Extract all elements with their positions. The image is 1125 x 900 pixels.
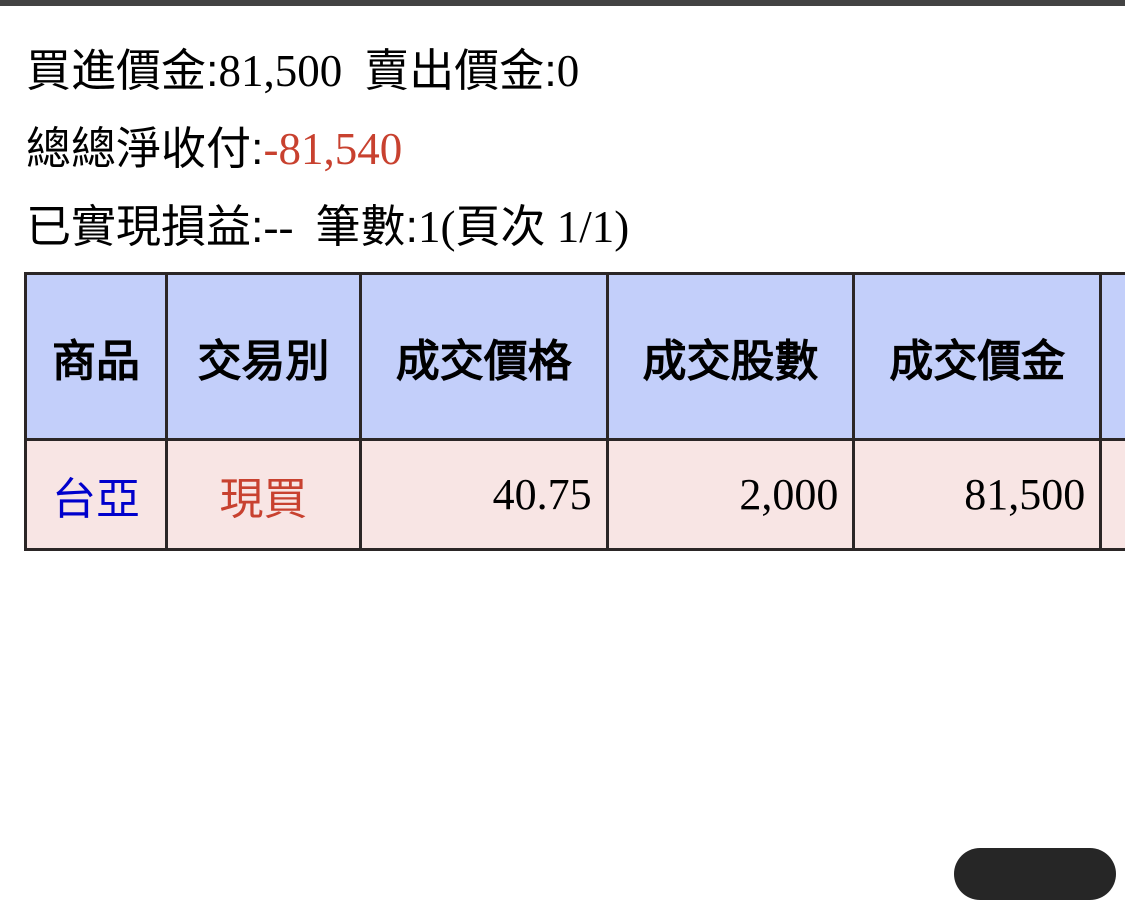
column-header-price[interactable]: 成交價格 [360,274,607,440]
table-header-row: 商品 交易別 成交價格 成交股數 成交價金 手續費 [26,274,1125,440]
cell-trade-type: 現買 [167,440,361,550]
status-bar [0,0,1125,6]
table-row[interactable]: 台亞 現買 40.75 2,000 81,500 4 [26,440,1125,550]
summary-line-pnl: 已實現損益:-- 筆數:1(頁次 1/1) [26,188,1106,266]
realized-pnl-value: -- [264,202,294,252]
buy-amount-value: 81,500 [219,46,343,96]
sell-amount-value: 0 [557,46,580,96]
transaction-table: 商品 交易別 成交價格 成交股數 成交價金 手續費 台亞 現買 40.75 2,… [24,272,1125,551]
column-header-symbol[interactable]: 商品 [26,274,167,440]
record-count-value: 1(頁次 1/1) [418,202,629,252]
cell-shares: 2,000 [607,440,854,550]
net-settlement-label: 總總淨收付: [26,123,264,174]
summary-panel: 買進價金:81,500 賣出價金:0 總總淨收付:-81,540 已實現損益:--… [26,32,1106,266]
record-count-label: 筆數: [316,201,419,252]
column-header-amount[interactable]: 成交價金 [854,274,1101,440]
summary-line-amounts: 買進價金:81,500 賣出價金:0 [26,32,1106,110]
column-header-fee[interactable]: 手續費 [1101,274,1125,440]
buy-amount-label: 買進價金: [26,45,219,96]
sell-amount-label: 賣出價金: [364,45,557,96]
cell-symbol[interactable]: 台亞 [26,440,167,550]
realized-pnl-label: 已實現損益: [26,201,264,252]
cell-price: 40.75 [360,440,607,550]
cell-amount: 81,500 [854,440,1101,550]
navigation-home-indicator[interactable] [954,848,1116,900]
column-header-trade-type[interactable]: 交易別 [167,274,361,440]
cell-fee: 4 [1101,440,1125,550]
summary-line-net: 總總淨收付:-81,540 [26,110,1106,188]
column-header-shares[interactable]: 成交股數 [607,274,854,440]
net-settlement-value: -81,540 [264,124,403,174]
